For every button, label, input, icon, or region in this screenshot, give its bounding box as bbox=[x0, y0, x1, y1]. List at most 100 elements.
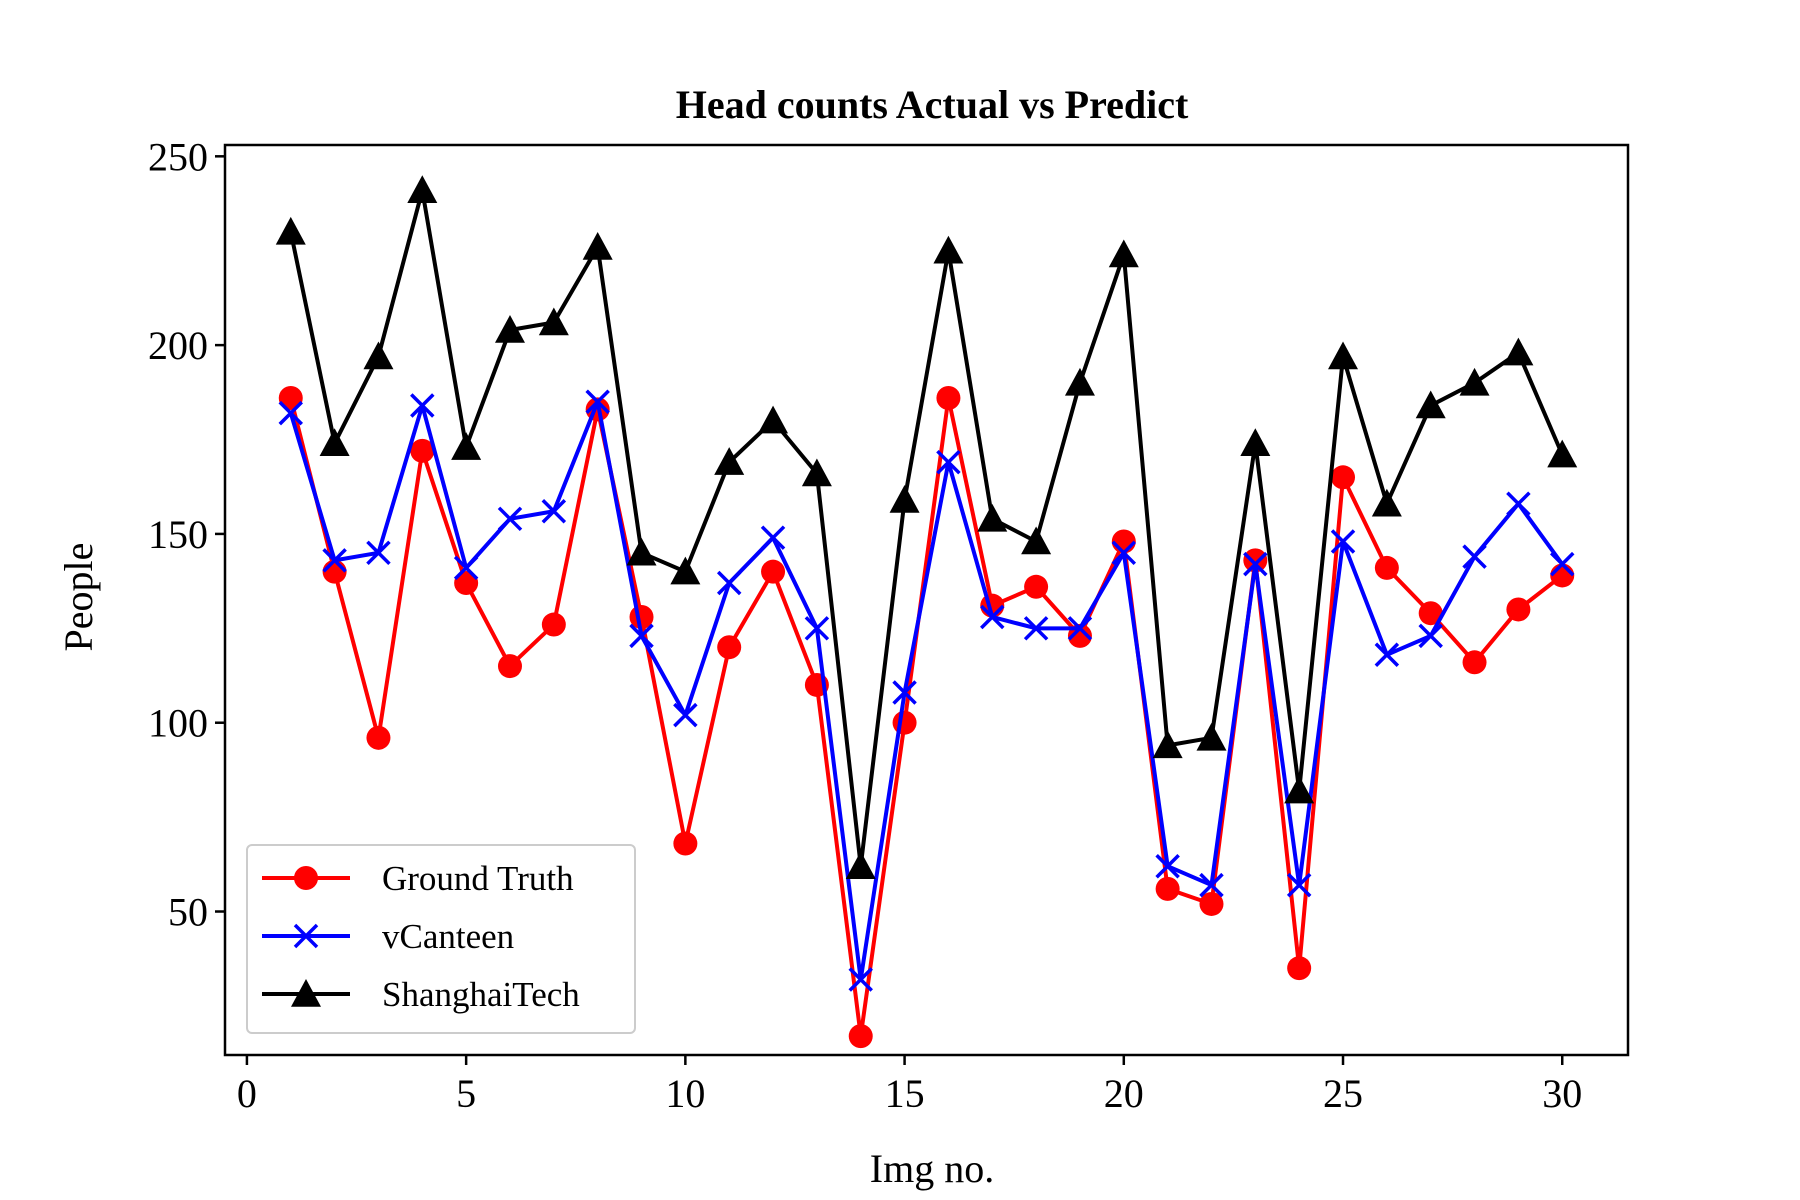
data-point-shanghaitech bbox=[275, 216, 306, 245]
data-point-shanghaitech bbox=[845, 851, 876, 879]
data-point-ground-truth bbox=[541, 612, 566, 637]
data-point-shanghaitech bbox=[1196, 722, 1227, 751]
data-point-vcanteen bbox=[1023, 616, 1049, 641]
chart-title: Head counts Actual vs Predict bbox=[676, 82, 1189, 127]
data-point-ground-truth bbox=[717, 635, 742, 660]
data-point-shanghaitech bbox=[933, 235, 964, 264]
data-point-shanghaitech bbox=[1459, 367, 1490, 396]
data-point-ground-truth bbox=[278, 385, 303, 410]
data-point-ground-truth bbox=[1418, 601, 1443, 626]
data-point-vcanteen bbox=[1199, 872, 1224, 898]
data-point-ground-truth bbox=[1199, 891, 1224, 916]
data-point-vcanteen bbox=[1111, 540, 1137, 566]
data-point-vcanteen bbox=[1155, 853, 1180, 879]
data-point-shanghaitech bbox=[494, 315, 525, 343]
y-tick-label: 250 bbox=[148, 134, 208, 179]
legend-marker-ground-truth bbox=[294, 866, 318, 890]
data-point-ground-truth bbox=[1462, 650, 1487, 675]
data-point-shanghaitech bbox=[1371, 488, 1402, 517]
data-point-shanghaitech bbox=[363, 341, 394, 370]
data-point-shanghaitech bbox=[1108, 239, 1139, 268]
data-point-shanghaitech bbox=[407, 175, 438, 204]
data-point-shanghaitech bbox=[1021, 526, 1052, 555]
legend-marker-vcanteen bbox=[293, 923, 319, 949]
data-point-ground-truth bbox=[410, 438, 435, 463]
plot-frame bbox=[223, 143, 1630, 1057]
data-point-vcanteen bbox=[1462, 544, 1487, 569]
data-point-vcanteen bbox=[278, 400, 304, 426]
y-tick-label: 200 bbox=[148, 323, 208, 368]
series-shanghaitech bbox=[275, 175, 1578, 879]
data-point-ground-truth bbox=[1243, 548, 1268, 573]
data-point-vcanteen bbox=[541, 499, 567, 524]
data-point-vcanteen bbox=[1549, 551, 1575, 577]
data-point-ground-truth bbox=[673, 831, 698, 856]
data-point-shanghaitech bbox=[319, 428, 350, 457]
data-point-vcanteen bbox=[1067, 616, 1093, 641]
data-point-vcanteen bbox=[1506, 491, 1531, 516]
data-point-shanghaitech bbox=[977, 503, 1008, 532]
axes: 0 5 10 15 20 25 30 50 100 150 200 250 bbox=[148, 134, 1630, 1116]
data-point-vcanteen bbox=[892, 680, 917, 705]
data-point-vcanteen bbox=[1243, 551, 1268, 577]
series-line-ground-truth bbox=[288, 395, 1564, 1039]
data-point-shanghaitech bbox=[1328, 341, 1359, 370]
data-point-shanghaitech bbox=[714, 447, 745, 475]
data-point-vcanteen bbox=[629, 623, 654, 649]
data-point-ground-truth bbox=[454, 571, 479, 596]
y-axis-label: People bbox=[56, 543, 101, 652]
legend-marker-shanghaitech bbox=[291, 979, 321, 1007]
data-point-shanghaitech bbox=[1284, 775, 1315, 804]
data-point-vcanteen bbox=[1418, 623, 1443, 649]
data-point-shanghaitech bbox=[1064, 367, 1095, 396]
x-tick-label: 20 bbox=[1104, 1071, 1144, 1116]
data-point-shanghaitech bbox=[582, 231, 613, 260]
legend-box bbox=[246, 844, 636, 1034]
data-point-vcanteen bbox=[1374, 642, 1400, 667]
data-point-ground-truth bbox=[322, 559, 347, 584]
legend: Ground Truth vCanteen ShanghaiTech bbox=[246, 844, 636, 1034]
y-tick-label: 100 bbox=[148, 701, 208, 746]
data-point-shanghaitech bbox=[889, 484, 920, 513]
data-point-vcanteen bbox=[453, 555, 479, 581]
x-tick-label: 15 bbox=[885, 1071, 925, 1116]
data-point-ground-truth bbox=[848, 1024, 873, 1049]
data-point-ground-truth bbox=[1111, 529, 1136, 554]
data-point-ground-truth bbox=[1287, 956, 1312, 981]
data-point-ground-truth bbox=[1155, 876, 1180, 901]
data-point-shanghaitech bbox=[1415, 390, 1446, 419]
data-point-ground-truth bbox=[1374, 555, 1399, 580]
x-tick-label: 0 bbox=[237, 1071, 257, 1116]
x-tick-label: 30 bbox=[1542, 1071, 1582, 1116]
legend-label-vcanteen: vCanteen bbox=[382, 917, 514, 956]
data-point-shanghaitech bbox=[451, 432, 482, 460]
data-point-ground-truth bbox=[1331, 465, 1356, 490]
data-point-vcanteen bbox=[673, 702, 698, 728]
data-point-shanghaitech bbox=[538, 307, 569, 336]
data-point-vcanteen bbox=[366, 540, 391, 566]
legend-item-shanghaitech: ShanghaiTech bbox=[262, 975, 580, 1014]
plot-area bbox=[275, 175, 1578, 1049]
data-point-shanghaitech bbox=[801, 458, 832, 487]
data-point-vcanteen bbox=[585, 389, 610, 415]
data-point-vcanteen bbox=[980, 604, 1005, 630]
data-point-vcanteen bbox=[936, 449, 961, 475]
data-point-vcanteen bbox=[1330, 529, 1356, 554]
legend-label-shanghaitech: ShanghaiTech bbox=[382, 975, 580, 1014]
series-vcanteen bbox=[278, 389, 1575, 992]
series-line-shanghaitech bbox=[288, 188, 1565, 869]
legend-label-ground-truth: Ground Truth bbox=[382, 859, 574, 898]
y-tick-label: 50 bbox=[168, 890, 208, 935]
data-point-ground-truth bbox=[761, 559, 786, 584]
y-tick-label: 150 bbox=[148, 512, 208, 557]
data-point-shanghaitech bbox=[1547, 439, 1578, 468]
legend-item-ground-truth: Ground Truth bbox=[262, 859, 574, 898]
data-point-ground-truth bbox=[1024, 574, 1049, 599]
data-point-ground-truth bbox=[892, 710, 917, 735]
data-point-ground-truth bbox=[497, 654, 522, 679]
data-point-vcanteen bbox=[760, 525, 786, 550]
data-point-ground-truth bbox=[1550, 563, 1575, 588]
legend-item-vcanteen: vCanteen bbox=[262, 917, 514, 956]
data-point-vcanteen bbox=[410, 393, 435, 418]
